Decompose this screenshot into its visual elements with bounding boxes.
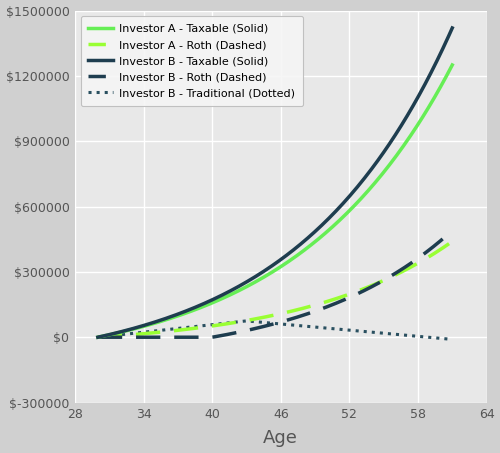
X-axis label: Age: Age xyxy=(264,429,298,448)
Legend: Investor A - Taxable (Solid), Investor A - Roth (Dashed), Investor B - Taxable (: Investor A - Taxable (Solid), Investor A… xyxy=(80,16,303,106)
